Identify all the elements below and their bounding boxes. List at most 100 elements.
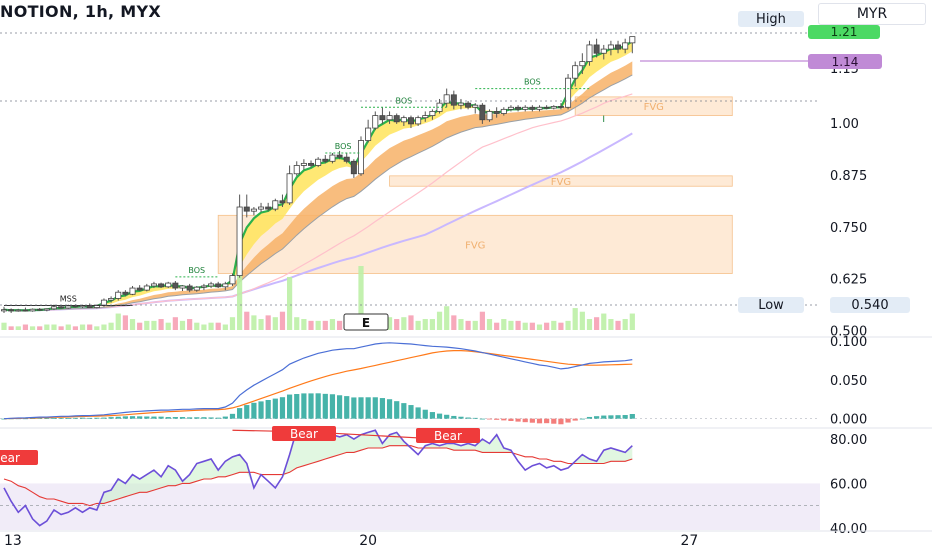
macd-histogram-bar <box>179 417 186 419</box>
candle-body <box>50 306 57 310</box>
candle-body <box>565 77 572 108</box>
candle-body <box>58 306 65 309</box>
last-price-chip: 1.14 <box>808 54 882 69</box>
candle-body <box>0 309 7 312</box>
macd-histogram-bar <box>279 397 286 419</box>
candle-body <box>336 154 343 158</box>
volume-bar <box>494 322 500 330</box>
volume-bar <box>237 269 243 330</box>
candle-body <box>115 291 122 299</box>
volume-bar <box>594 317 600 330</box>
currency-selector[interactable]: MYR <box>818 3 926 25</box>
candle-body <box>108 298 115 301</box>
candle-body <box>572 65 579 79</box>
volume-bar <box>486 319 493 330</box>
volume-bar <box>194 322 200 330</box>
candle-body <box>415 117 422 125</box>
macd-histogram-bar <box>244 405 250 419</box>
macd-histogram-bar <box>137 416 143 419</box>
candle-body <box>343 156 350 162</box>
macd-histogram-bar <box>358 397 364 419</box>
candle-body <box>29 308 36 312</box>
volume-bar <box>151 320 157 330</box>
volume-bar <box>272 317 278 330</box>
volume-bar <box>65 324 71 330</box>
macd-histogram-bar <box>451 415 457 419</box>
macd-histogram-bar <box>479 418 485 420</box>
candle-body <box>43 308 50 311</box>
macd-histogram-bar <box>422 409 428 419</box>
macd-histogram-bar <box>108 417 114 419</box>
event-marker-label: E <box>362 316 370 330</box>
candle-body <box>493 111 500 114</box>
volume-bar <box>222 324 228 330</box>
macd-histogram-bar <box>194 417 200 419</box>
candle-body <box>536 106 543 110</box>
candle-body <box>357 140 364 175</box>
candle-body <box>315 158 322 166</box>
macd-histogram-bar <box>129 416 136 419</box>
volume-bar <box>101 324 107 330</box>
volume-bar <box>51 324 57 330</box>
mss-label: MSS <box>60 295 77 304</box>
macd-histogram-bar <box>172 417 178 419</box>
candle-body <box>400 117 407 123</box>
candle-body <box>193 286 200 291</box>
volume-bar <box>94 326 100 330</box>
candle-body <box>557 106 564 108</box>
candle-body <box>350 160 357 175</box>
candle-body <box>386 115 393 121</box>
low-price-label: Low <box>738 297 804 313</box>
fvg-label: FVG <box>551 177 571 188</box>
macd-histogram-bar <box>258 401 264 419</box>
macd-histogram-bar <box>336 395 343 419</box>
volume-bar <box>72 326 78 330</box>
macd-histogram-bar <box>365 397 371 419</box>
volume-bar <box>458 319 464 330</box>
volume-bar <box>308 320 314 330</box>
candle-body <box>615 44 622 50</box>
volume-bar <box>251 315 257 330</box>
volume-bar <box>586 319 593 330</box>
macd-histogram-bar <box>444 414 450 419</box>
volume-bar <box>515 320 521 330</box>
candle-body <box>407 117 414 125</box>
macd-histogram-bar <box>222 416 228 419</box>
volume-bar <box>129 319 136 330</box>
volume-bar <box>622 319 628 330</box>
volume-bar <box>179 320 186 330</box>
candle-body <box>586 44 593 62</box>
macd-tick-label: 0.100 <box>830 335 867 350</box>
bos-label: BOS <box>524 78 541 87</box>
candle-body <box>607 44 614 50</box>
volume-bar <box>244 311 250 330</box>
macd-histogram-bar <box>494 418 500 420</box>
candle-body <box>507 106 514 110</box>
candle-body <box>457 102 464 106</box>
price-tick-label: 0.500 <box>830 325 867 340</box>
candle-body <box>550 106 557 109</box>
macd-histogram-bar <box>37 418 43 419</box>
macd-histogram-bar <box>208 417 214 419</box>
macd-histogram-bar <box>372 397 378 419</box>
volume-bar <box>608 319 614 330</box>
low-price-value: 0.540 <box>830 297 910 313</box>
candle-body <box>379 115 386 121</box>
price-tick-label: 0.625 <box>830 273 867 288</box>
macd-histogram-bar <box>144 416 150 419</box>
volume-bar <box>279 311 286 330</box>
volume-bar <box>108 322 114 330</box>
fvg-zone <box>389 175 733 187</box>
macd-histogram-bar <box>308 393 314 419</box>
candle-body <box>129 287 136 295</box>
candle-body <box>593 44 600 54</box>
volume-bar <box>44 324 50 330</box>
candle-body <box>8 309 15 312</box>
volume-bar <box>8 326 14 330</box>
macd-histogram-bar <box>58 417 64 419</box>
candle-body <box>122 291 129 295</box>
candle-body <box>179 285 186 289</box>
rsi-tick-label: 80.00 <box>830 433 867 448</box>
